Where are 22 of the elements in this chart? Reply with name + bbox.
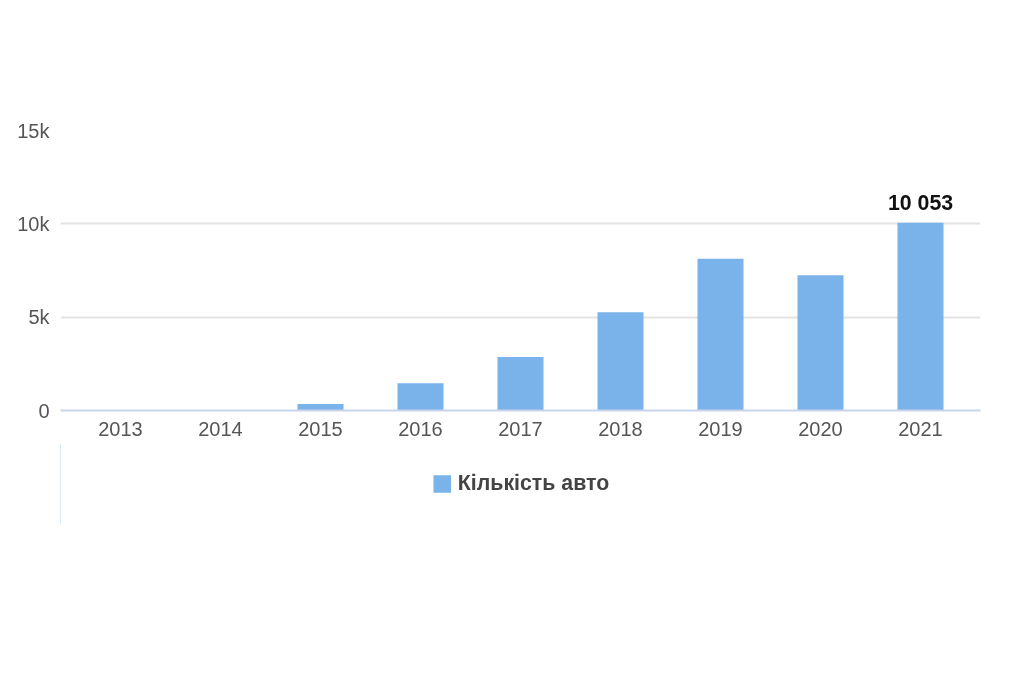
x-tick-label: 2021	[898, 417, 943, 440]
bar	[597, 312, 644, 411]
bar	[497, 356, 544, 411]
y-tick-label: 0	[38, 399, 50, 422]
bar	[397, 383, 444, 411]
data-label: 10 053	[887, 190, 954, 215]
bar	[797, 275, 844, 411]
x-tick-label: 2019	[698, 417, 743, 440]
bar	[897, 222, 944, 411]
y-tick-label: 15k	[17, 119, 51, 142]
y-tick-label: 5k	[28, 306, 51, 329]
legend-label: Кількість авто	[457, 470, 610, 496]
x-tick-label: 2017	[498, 417, 543, 440]
x-tick-label: 2020	[798, 417, 843, 440]
x-tick-label: 2013	[98, 417, 143, 440]
bar	[697, 258, 744, 411]
y-tick-label: 10k	[17, 212, 51, 235]
bar	[297, 403, 344, 411]
x-tick-label: 2015	[298, 417, 343, 440]
x-tick-label: 2018	[598, 417, 643, 440]
x-tick-label: 2016	[398, 417, 443, 440]
x-tick-label: 2014	[198, 417, 243, 440]
